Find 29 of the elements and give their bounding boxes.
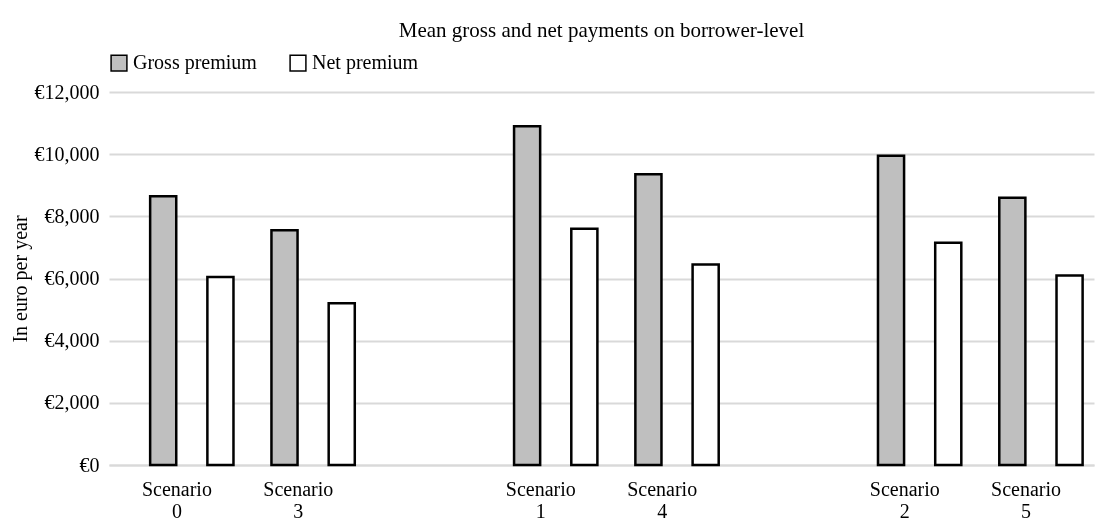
- bar: [876, 154, 906, 467]
- bar: [206, 275, 235, 467]
- chart-title: Mean gross and net payments on borrower-level: [398, 18, 805, 42]
- y-tick-label: €2,000: [44, 391, 100, 414]
- bar: [512, 124, 542, 467]
- y-tick-label: €10,000: [34, 142, 100, 165]
- y-axis-title: In euro per year: [8, 215, 32, 343]
- legend-label: Gross premium: [133, 51, 258, 75]
- y-tick-label: €4,000: [44, 329, 100, 352]
- x-tick-label: Scenario 1: [505, 477, 576, 522]
- bar: [327, 302, 357, 467]
- bar: [148, 194, 178, 467]
- y-tick-label: €12,000: [34, 80, 100, 103]
- y-tick-label: €0: [79, 453, 100, 476]
- bar: [570, 227, 599, 467]
- x-tick-label: Scenario 0: [141, 477, 212, 522]
- x-tick-label: Scenario 4: [627, 477, 698, 522]
- x-tick-label: Scenario 2: [869, 477, 940, 522]
- x-tick-label: Scenario 5: [991, 477, 1062, 522]
- bar: [270, 229, 299, 467]
- y-tick-label: €8,000: [44, 204, 100, 227]
- bar: [691, 263, 720, 467]
- x-tick-label: Scenario 3: [263, 477, 334, 522]
- y-tick-label: €6,000: [44, 267, 100, 289]
- bar: [634, 173, 663, 467]
- bar: [933, 241, 963, 467]
- bar: [998, 196, 1027, 467]
- legend-label: Net premium: [312, 51, 419, 75]
- bar: [1055, 274, 1084, 467]
